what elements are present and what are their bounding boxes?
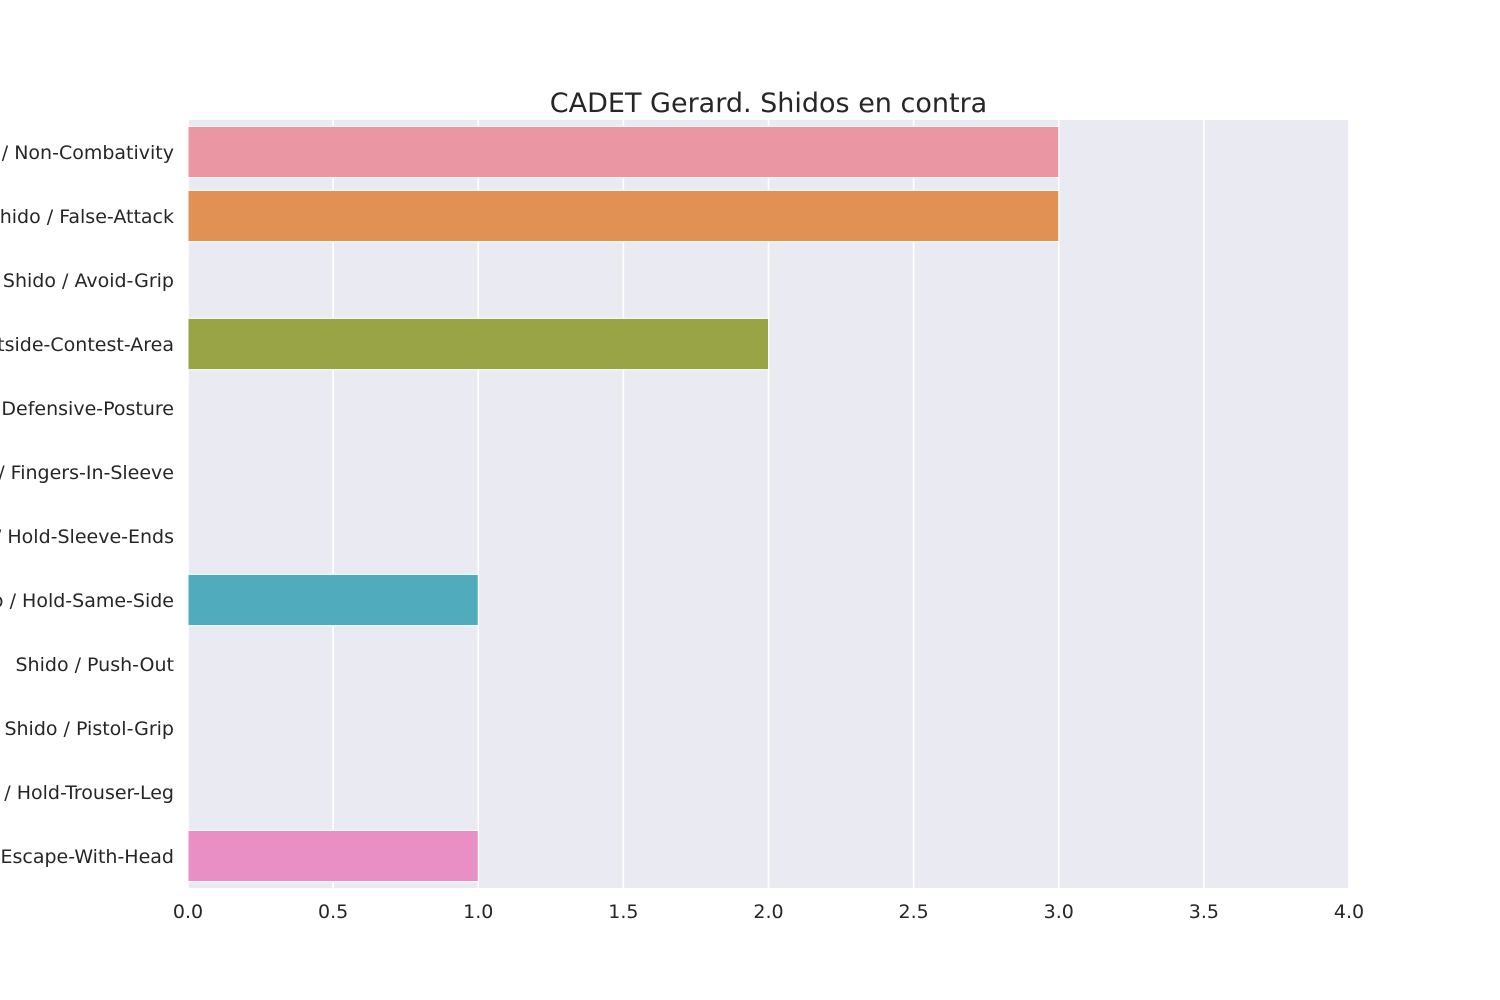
- y-tick-label: Shido / Pistol-Grip: [4, 718, 174, 740]
- y-tick-label: Shido / Hold-Same-Side: [0, 590, 174, 612]
- y-tick-label: Shido / Non-Combativity: [0, 142, 174, 164]
- x-tick-label: 3.5: [1189, 901, 1219, 923]
- x-tick-label: 4.0: [1334, 901, 1364, 923]
- chart-title: CADET Gerard. Shidos en contra: [550, 88, 987, 119]
- x-tick-label: 2.0: [753, 901, 783, 923]
- y-tick-label: Shido / Escape-With-Head: [0, 846, 174, 868]
- y-tick-label: Shido / Hold-Sleeve-Ends: [0, 526, 174, 548]
- bars: [187, 125, 1060, 883]
- y-tick-label: Shido / Avoid-Grip: [3, 270, 174, 292]
- y-tick-label: Shido / Outside-Contest-Area: [0, 334, 174, 356]
- x-tick-label: 2.5: [899, 901, 929, 923]
- gridlines: [187, 120, 1350, 888]
- x-tick-label: 1.0: [463, 901, 493, 923]
- x-tick-label: 0.5: [318, 901, 348, 923]
- y-tick-label: Shido / Defensive-Posture: [0, 398, 174, 420]
- x-tick-label: 0.0: [173, 901, 203, 923]
- bar: [187, 125, 1060, 179]
- bar: [187, 573, 479, 627]
- y-tick-label: Shido / Push-Out: [16, 654, 175, 676]
- bar: [187, 317, 769, 371]
- bar: [187, 829, 479, 883]
- y-tick-label: Shido / Hold-Trouser-Leg: [0, 782, 174, 804]
- y-tick-label: Shido / Fingers-In-Sleeve: [0, 462, 174, 484]
- bar: [187, 189, 1060, 243]
- y-tick-labels: Shido / Non-Combativity Shido / False-Att…: [0, 142, 174, 868]
- y-tick-label: Shido / False-Attack: [0, 206, 174, 228]
- x-tick-label: 1.5: [608, 901, 638, 923]
- x-tick-label: 3.0: [1044, 901, 1074, 923]
- x-tick-labels: 0.0 0.5 1.0 1.5 2.0 2.5 3.0 3.5 4.0: [173, 901, 1364, 923]
